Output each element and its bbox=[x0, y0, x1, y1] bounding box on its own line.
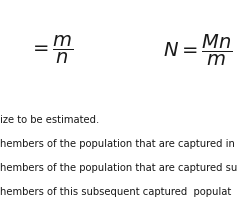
Text: hembers of the population that are captured in: hembers of the population that are captu… bbox=[0, 139, 235, 149]
Text: $= \dfrac{m}{n}$: $= \dfrac{m}{n}$ bbox=[29, 34, 74, 66]
Text: ize to be estimated.: ize to be estimated. bbox=[0, 115, 99, 125]
Text: hembers of the population that are captured su: hembers of the population that are captu… bbox=[0, 163, 237, 173]
Text: hembers of this subsequent captured  populat: hembers of this subsequent captured popu… bbox=[0, 187, 231, 197]
Text: $N = \dfrac{Mn}{m}$: $N = \dfrac{Mn}{m}$ bbox=[163, 32, 233, 68]
